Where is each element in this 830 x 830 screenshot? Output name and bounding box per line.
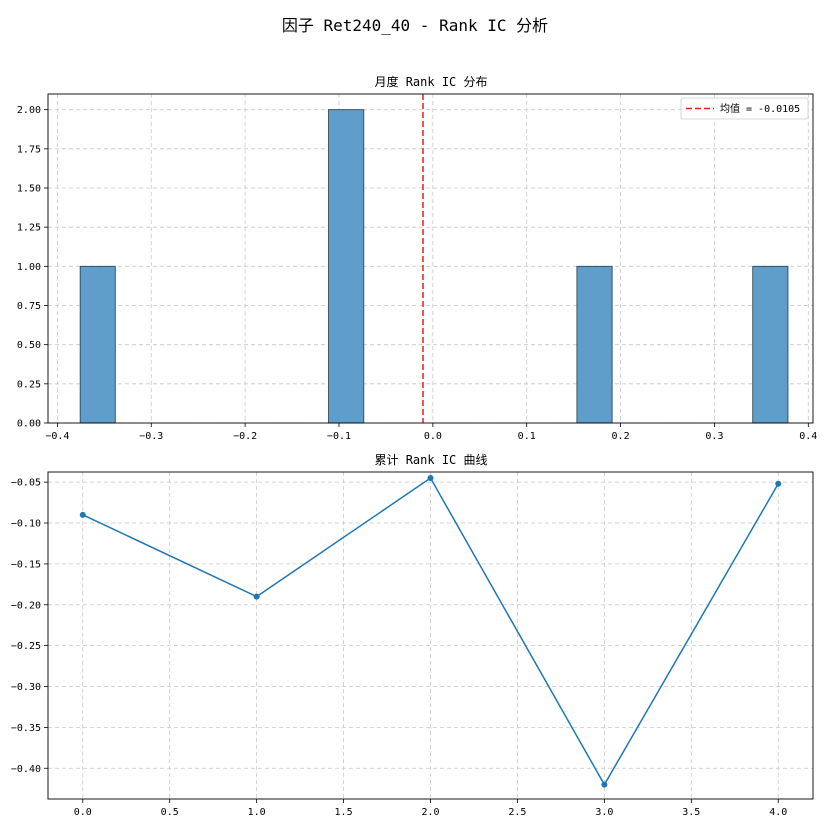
cumulative-point [601, 781, 608, 788]
hist-xtick-label: 0.2 [612, 431, 630, 442]
line-xtick-label: 2.5 [508, 807, 526, 818]
line-ytick-label: −0.10 [11, 519, 41, 530]
legend-mean-label: 均值 = -0.0105 [720, 102, 800, 115]
hist-xtick-label: −0.2 [233, 431, 257, 442]
cumulative-ticks: 0.0 0.5 1.0 1.5 2.0 2.5 3.0 3.5 4.0 −0.05 −0.10 −0.… [11, 478, 787, 818]
hist-xtick-label: −0.4 [45, 431, 69, 442]
cumulative-title: 累计 Rank IC 曲线 [374, 453, 487, 467]
hist-xtick-label: 0.0 [424, 431, 442, 442]
line-ytick-label: −0.35 [11, 723, 41, 734]
line-xtick-label: 4.0 [769, 807, 787, 818]
line-ytick-label: −0.40 [11, 764, 41, 775]
line-xtick-label: 3.0 [595, 807, 613, 818]
histogram-grid [48, 94, 813, 424]
histogram-title: 月度 Rank IC 分布 [374, 74, 487, 89]
histogram-ticks: −0.4 −0.3 −0.2 −0.1 0.0 0.1 0.2 0.3 0.4 0.00 0.25 0… [17, 105, 817, 442]
hist-ytick-label: 0.75 [17, 301, 41, 312]
cumulative-grid [48, 472, 813, 799]
line-xtick-label: 1.0 [248, 807, 266, 818]
line-ytick-label: −0.25 [11, 641, 41, 652]
line-ytick-label: −0.30 [11, 682, 41, 693]
line-xtick-label: 1.5 [335, 807, 353, 818]
cumulative-point [79, 511, 86, 518]
cumulative-point [253, 593, 260, 600]
cumulative-point [427, 475, 434, 482]
figure-title: 因子 Ret240_40 - Rank IC 分析 [282, 16, 548, 35]
histogram-frame [47, 93, 814, 424]
histogram-bars [79, 109, 789, 424]
hist-ytick-label: 0.50 [17, 340, 41, 351]
hist-xtick-label: 0.3 [705, 431, 723, 442]
line-ytick-label: −0.15 [11, 559, 41, 570]
hist-ytick-label: 0.25 [17, 379, 41, 390]
hist-ytick-label: 2.00 [17, 105, 41, 116]
hist-xtick-label: 0.4 [799, 431, 817, 442]
line-xtick-label: 0.5 [161, 807, 179, 818]
line-ytick-label: −0.20 [11, 600, 41, 611]
histogram-bar [328, 109, 365, 424]
hist-xtick-label: 0.1 [518, 431, 536, 442]
cumulative-points [79, 475, 782, 788]
hist-ytick-label: 1.00 [17, 262, 41, 273]
line-xtick-label: 0.0 [74, 807, 92, 818]
cumulative-panel: 累计 Rank IC 曲线 0.0 0.5 1.0 1.5 2.0 2.5 3.0 3.5 4.… [11, 453, 814, 818]
histogram-bar [752, 265, 789, 424]
legend-box [680, 97, 809, 120]
cumulative-point [775, 480, 782, 487]
line-xtick-label: 2.0 [421, 807, 439, 818]
histogram-bar [79, 265, 116, 424]
histogram-legend: 均值 = -0.0105 [680, 97, 809, 120]
histogram-bar [576, 265, 613, 424]
hist-xtick-label: −0.1 [327, 431, 351, 442]
histogram-panel: 月度 Rank IC 分布 −0.4 −0.3 −0.2 −0.1 0.0 0.1 0.2 0… [17, 74, 817, 442]
hist-xtick-label: −0.3 [139, 431, 163, 442]
hist-ytick-label: 0.00 [17, 419, 41, 430]
hist-ytick-label: 1.50 [17, 184, 41, 195]
line-ytick-label: −0.05 [11, 478, 41, 489]
line-xtick-label: 3.5 [682, 807, 700, 818]
hist-ytick-label: 1.25 [17, 223, 41, 234]
hist-ytick-label: 1.75 [17, 144, 41, 155]
